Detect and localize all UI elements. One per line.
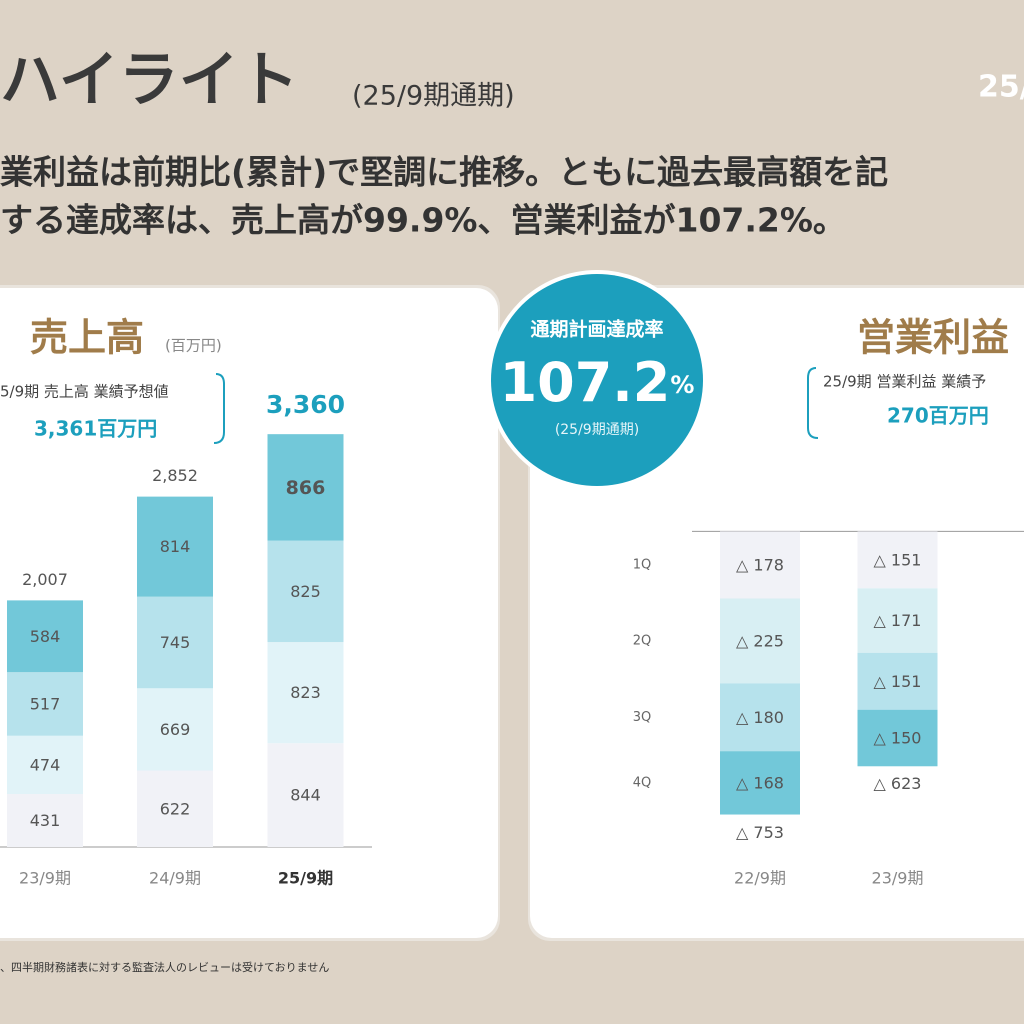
- bar-segment: [137, 496, 213, 597]
- lead-line: 業利益は前期比(累計)で堅調に推移。ともに過去最高額を記: [0, 153, 888, 192]
- bar-segment: [7, 735, 83, 795]
- segment-label: △ 171: [874, 611, 922, 630]
- bar-segment: [857, 652, 938, 710]
- segment-label: △ 151: [874, 672, 922, 691]
- total-label: 2,852: [152, 466, 198, 485]
- note-bracket: [213, 373, 225, 444]
- bar-segment: [267, 743, 344, 847]
- bar-segment: [267, 434, 344, 541]
- x-tick-label: 25/9期: [278, 869, 333, 888]
- segment-label: 844: [290, 786, 321, 805]
- quarter-label: 3Q: [633, 710, 652, 725]
- badge-figure: 107.2%: [500, 351, 695, 414]
- note-bracket: [807, 367, 819, 439]
- note-value: 270百万円: [887, 404, 989, 428]
- total-label: △ 753: [736, 823, 784, 842]
- x-tick-label: 23/9期: [872, 869, 924, 888]
- bar-segment: [7, 672, 83, 736]
- bar-segment: [137, 596, 213, 689]
- bar-segment: [7, 600, 83, 673]
- segment-label: △ 150: [874, 728, 922, 747]
- segment-label: 584: [30, 627, 61, 646]
- bar-segment: [720, 683, 800, 752]
- note-value: 3,361百万円: [34, 417, 157, 441]
- segment-label: △ 168: [736, 773, 784, 792]
- segment-label: △ 180: [736, 708, 784, 727]
- badge: [491, 274, 703, 486]
- footnote: 、四半期財務諸表に対する監査法人のレビューは受けておりません: [0, 960, 329, 974]
- badge-value: 107.2: [500, 351, 671, 414]
- page-label: 25/: [978, 70, 1024, 105]
- badge-unit: %: [670, 371, 694, 399]
- segment-label: △ 178: [736, 555, 784, 574]
- sales-card: [0, 288, 498, 938]
- badge-period: (25/9期通期): [555, 422, 639, 438]
- note-label: 5/9期 売上高 業績予想値: [0, 383, 169, 401]
- bar-segment: [267, 540, 344, 643]
- quarter-label: 4Q: [633, 775, 652, 790]
- segment-label: △ 225: [736, 631, 784, 650]
- bar-segment: [720, 598, 800, 684]
- segment-label: 431: [30, 811, 61, 830]
- x-tick-label: 22/9期: [734, 869, 786, 888]
- segment-label: 866: [286, 477, 326, 499]
- segment-label: 517: [30, 694, 61, 713]
- bar-segment: [857, 709, 938, 767]
- bar-segment: [720, 751, 800, 815]
- bar-segment: [137, 688, 213, 771]
- quarter-label: 1Q: [633, 557, 652, 572]
- segment-label: 814: [160, 537, 191, 556]
- note-label: 25/9期 営業利益 業績予: [823, 373, 986, 391]
- segment-label: △ 151: [874, 550, 922, 569]
- unit-label: (百万円): [165, 337, 222, 355]
- total-label: 2,007: [22, 570, 68, 589]
- quarter-label: 2Q: [633, 633, 652, 648]
- chart-title: 営業利益: [857, 316, 1009, 360]
- segment-label: 622: [160, 799, 191, 818]
- bar-segment: [857, 588, 938, 653]
- segment-label: 745: [160, 633, 191, 652]
- x-tick-label: 23/9期: [19, 869, 71, 888]
- bar-segment: [267, 642, 344, 744]
- segment-label: 825: [290, 582, 321, 601]
- total-label: 3,360: [266, 390, 345, 419]
- bar-segment: [137, 770, 213, 847]
- segment-label: 474: [30, 755, 61, 774]
- bar-segment: [857, 531, 938, 589]
- badge-label: 通期計画達成率: [530, 318, 663, 341]
- bar-segment: [7, 794, 83, 847]
- lead-line: する達成率は、売上高が99.9%、営業利益が107.2%。: [0, 201, 846, 240]
- slide-period: (25/9期通期): [352, 81, 515, 112]
- slide-title: ハイライト: [0, 46, 299, 116]
- segment-label: 823: [290, 683, 321, 702]
- x-tick-label: 24/9期: [149, 869, 201, 888]
- segment-label: 669: [160, 720, 191, 739]
- bar-segment: [720, 531, 800, 599]
- chart-title: 売上高: [30, 316, 144, 360]
- total-label: △ 623: [874, 774, 922, 793]
